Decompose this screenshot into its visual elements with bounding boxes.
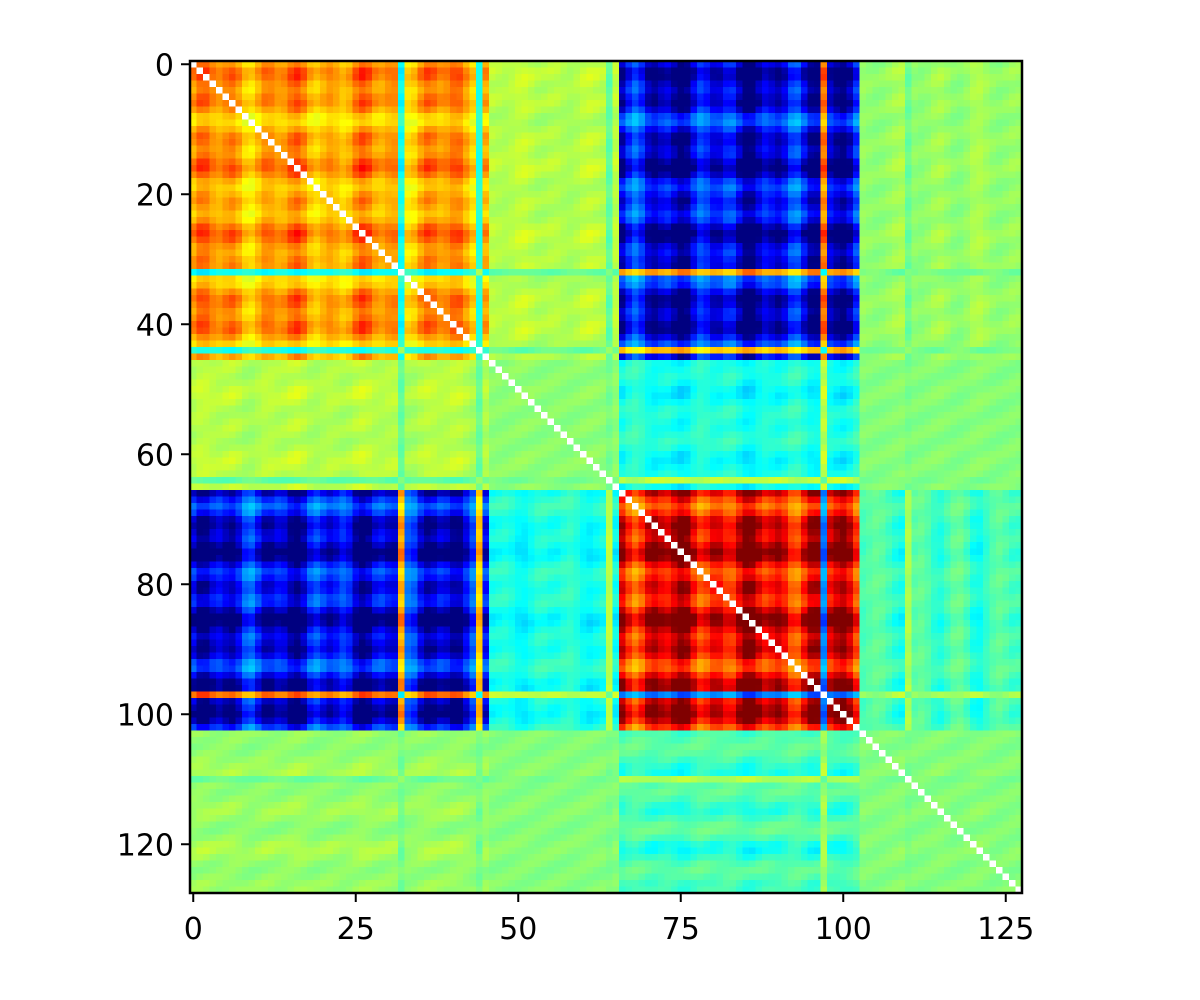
y-tick-label: 0 <box>155 48 174 83</box>
x-tick-label: 100 <box>815 912 872 947</box>
x-tick-label: 125 <box>977 912 1034 947</box>
heatmap-cells <box>190 61 1022 893</box>
x-tick-label: 75 <box>662 912 700 947</box>
plot-frame <box>188 59 1024 895</box>
y-tick-label: 40 <box>136 308 174 343</box>
x-tick-label: 50 <box>499 912 537 947</box>
y-axis: 0 20 40 60 80 100 120 <box>117 48 190 863</box>
y-tick-label: 120 <box>117 828 174 863</box>
x-tick-label: 0 <box>184 912 203 947</box>
y-tick-label: 80 <box>136 568 174 603</box>
x-axis: 0 25 50 75 100 125 <box>184 893 1034 947</box>
y-tick-label: 60 <box>136 438 174 473</box>
x-tick-label: 25 <box>337 912 375 947</box>
y-tick-label: 100 <box>117 698 174 733</box>
y-tick-label: 20 <box>136 178 174 213</box>
